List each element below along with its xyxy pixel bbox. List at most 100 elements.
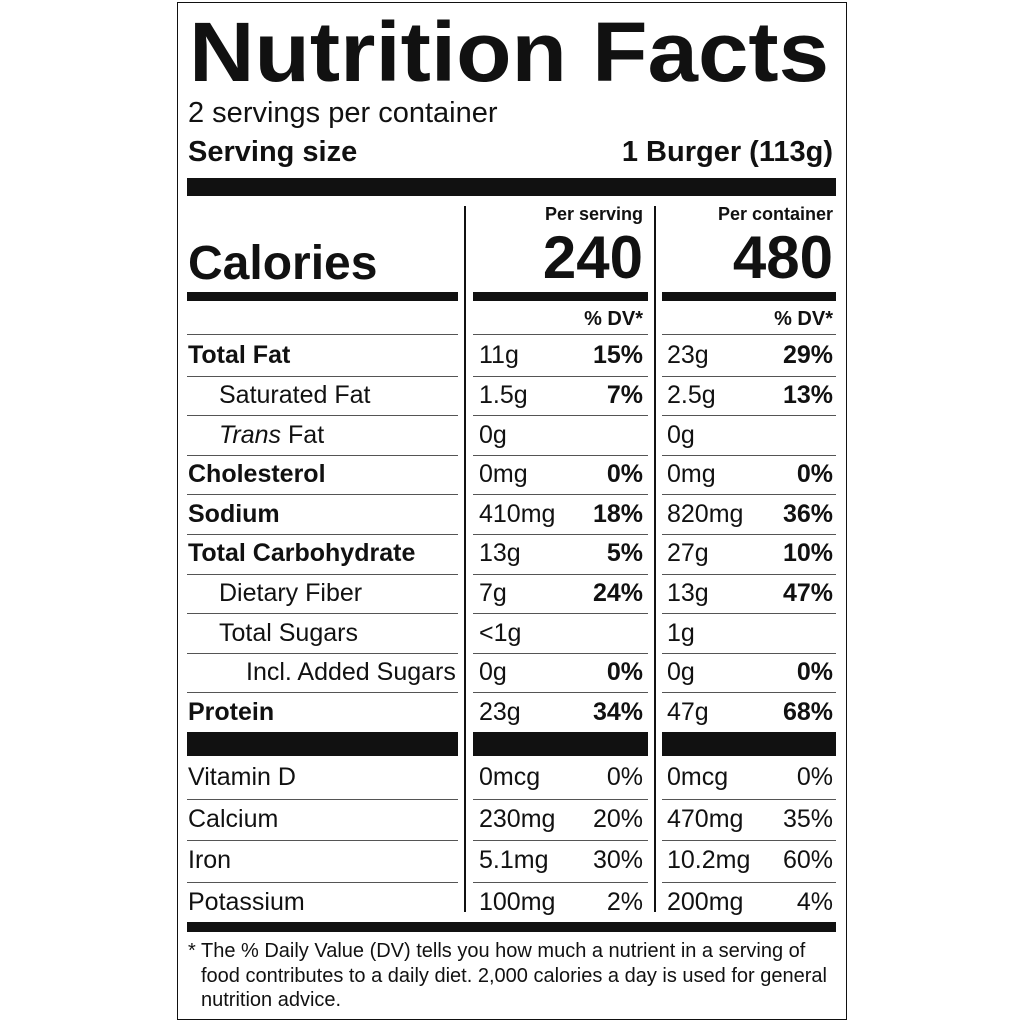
amount: 100mg <box>479 887 556 916</box>
nutrient-name: Potassium <box>188 887 305 916</box>
calories-label: Calories <box>188 237 378 290</box>
row-rule <box>662 840 836 841</box>
row-rule <box>662 573 836 575</box>
row-rule <box>662 652 836 654</box>
daily-value: 2% <box>606 887 643 916</box>
label-frame <box>177 2 847 1020</box>
amount: 27g <box>667 539 709 568</box>
per-container-label: Per container <box>717 204 833 224</box>
nutrient-name: Iron <box>188 846 232 875</box>
row-rule <box>473 415 648 417</box>
amount: 200mg <box>667 887 744 916</box>
nutrient-name: Cholesterol <box>188 460 326 489</box>
nutrient-name: Saturated Fat <box>219 380 371 409</box>
amount: 0mcg <box>667 763 729 792</box>
amount: 0g <box>667 420 695 449</box>
medium-rule <box>187 922 836 932</box>
row-rule <box>187 573 458 575</box>
daily-value: 35% <box>782 804 833 833</box>
daily-value: 60% <box>782 846 833 875</box>
row-rule <box>473 798 648 800</box>
daily-value: 5% <box>606 539 643 568</box>
daily-value: 0% <box>606 763 643 792</box>
row-rule <box>662 534 836 535</box>
nutrient-name: Total Carbohydrate <box>188 539 416 568</box>
daily-value: 15% <box>592 341 643 370</box>
dv-heading: % DV* <box>584 308 643 330</box>
nutrient-name: Vitamin D <box>188 763 296 792</box>
daily-value: 0% <box>796 763 833 792</box>
row-rule <box>473 573 648 575</box>
amount: 23g <box>479 697 521 726</box>
amount: <1g <box>479 618 522 647</box>
row-rule <box>187 652 458 654</box>
amount: 0mg <box>667 460 716 489</box>
dv-heading: % DV* <box>774 308 833 330</box>
daily-value: 68% <box>782 697 833 726</box>
row-rule <box>473 375 648 377</box>
daily-value: 24% <box>592 578 643 607</box>
daily-value: 4% <box>796 887 833 916</box>
row-rule <box>473 692 648 694</box>
row-rule <box>473 454 648 456</box>
footnote-line: food contributes to a daily diet. 2,000 … <box>201 964 827 987</box>
row-rule <box>662 881 836 883</box>
row-rule <box>187 692 458 694</box>
nutrient-name: Total Fat <box>188 341 291 370</box>
medium-rule <box>473 292 648 301</box>
row-rule <box>662 415 836 417</box>
nutrient-name: Protein <box>188 697 275 726</box>
row-rule <box>187 840 458 841</box>
daily-value: 7% <box>606 380 643 409</box>
amount: 5.1mg <box>479 846 549 875</box>
row-rule <box>662 375 836 377</box>
nutrient-name: Incl. Added Sugars <box>246 658 456 687</box>
nutrient-name: Calcium <box>188 804 279 833</box>
row-rule <box>662 334 836 335</box>
column-divider <box>654 206 656 912</box>
row-rule <box>187 494 458 496</box>
daily-value: 34% <box>592 697 643 726</box>
serving-size-label: Serving size <box>188 136 358 168</box>
amount: 13g <box>667 578 709 607</box>
amount: 410mg <box>479 499 556 528</box>
amount: 820mg <box>667 499 744 528</box>
row-rule <box>187 798 458 800</box>
daily-value: 30% <box>592 846 643 875</box>
servings: 2 servings per container <box>188 97 498 129</box>
nutrient-name: Trans Fat <box>219 420 324 449</box>
footnote-line: nutrition advice. <box>201 989 342 1011</box>
amount: 1g <box>667 618 695 647</box>
title: Nutrition Facts <box>189 5 830 99</box>
amount: 0mcg <box>479 763 541 792</box>
thick-rule <box>187 732 458 756</box>
nutrient-name: Dietary Fiber <box>219 578 363 607</box>
amount: 47g <box>667 697 709 726</box>
calories-per-serving: 240 <box>542 224 643 291</box>
amount: 0mg <box>479 460 528 489</box>
thick-rule <box>187 178 836 196</box>
row-rule <box>662 613 836 615</box>
amount: 230mg <box>479 804 556 833</box>
footnote-line: * The % Daily Value (DV) tells you how m… <box>188 940 806 962</box>
amount: 2.5g <box>667 380 716 409</box>
thick-rule <box>662 732 836 756</box>
daily-value: 13% <box>782 380 833 409</box>
row-rule <box>473 881 648 883</box>
row-rule <box>187 534 458 535</box>
daily-value: 0% <box>606 658 643 687</box>
row-rule <box>662 798 836 800</box>
nutrient-name: Total Sugars <box>219 618 358 647</box>
nutrient-name: Sodium <box>188 499 280 528</box>
row-rule <box>473 613 648 615</box>
daily-value: 29% <box>782 341 833 370</box>
row-rule <box>473 840 648 841</box>
daily-value: 10% <box>782 539 833 568</box>
daily-value: 18% <box>592 499 643 528</box>
nutrient-name-italic: Trans <box>219 420 282 449</box>
row-rule <box>473 652 648 654</box>
amount: 13g <box>479 539 521 568</box>
amount: 23g <box>667 341 709 370</box>
row-rule <box>662 454 836 456</box>
serving-size: 1 Burger (113g) <box>621 136 833 168</box>
